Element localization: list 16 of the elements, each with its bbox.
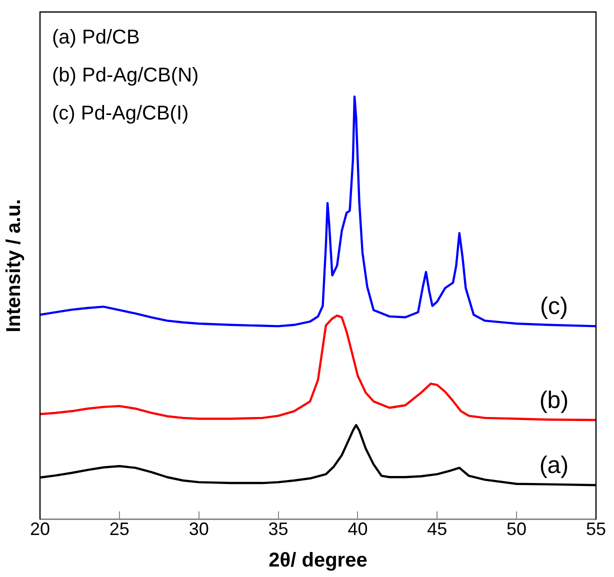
text: (a) Pd/CB [52, 26, 140, 49]
x-tick-label: 45 [427, 519, 448, 540]
x-tick-label: 20 [30, 519, 50, 540]
series-label: (b) [539, 387, 569, 414]
x-tick-label: 25 [109, 519, 130, 540]
x-tick-label: 35 [268, 519, 288, 540]
series-label: (a) [539, 452, 569, 480]
series-label: (c) [540, 293, 568, 320]
x-tick-label: 40 [348, 519, 368, 540]
y-axis-title: Intensity / a.u. [3, 199, 25, 332]
text: (b) Pd-Ag/CB(N) [52, 64, 199, 87]
annotation: (c) Pd-Ag/CB(I) [52, 102, 189, 125]
x-tick-label: 30 [188, 519, 209, 540]
x-tick-label: 55 [586, 519, 606, 540]
x-axis-title: 2θ/ degree [268, 550, 368, 572]
x-tick-label: 50 [506, 519, 527, 540]
